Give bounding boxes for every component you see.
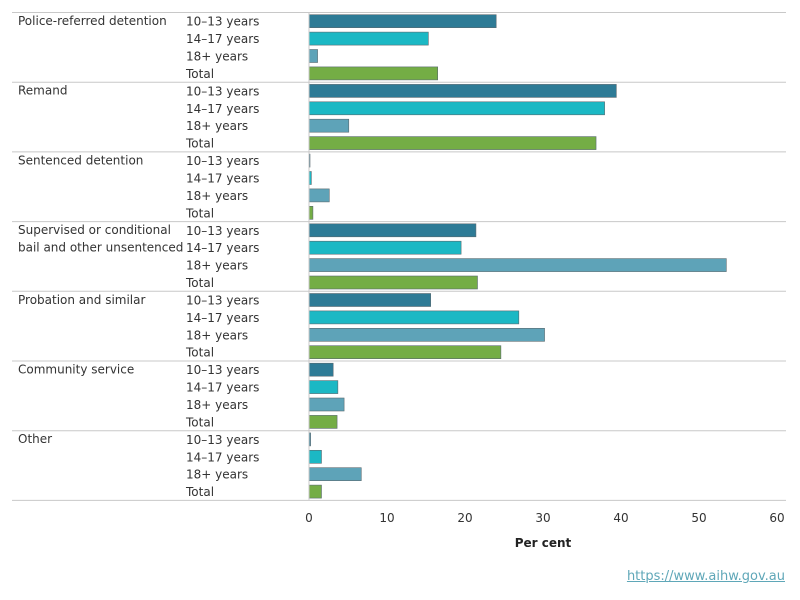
group-label: Supervised or conditional — [18, 223, 171, 237]
category-label: 14–17 years — [186, 311, 259, 325]
category-label: 18+ years — [186, 259, 248, 273]
category-label: 14–17 years — [186, 241, 259, 255]
x-tick-label: 10 — [379, 511, 394, 525]
bar — [308, 275, 478, 290]
category-label: 14–17 years — [186, 102, 259, 116]
bar — [308, 188, 330, 203]
category-label: Total — [185, 346, 214, 360]
category-label: 14–17 years — [186, 381, 259, 395]
category-label: 14–17 years — [186, 450, 259, 464]
x-tick-label: 50 — [691, 511, 706, 525]
category-label: 10–13 years — [186, 154, 259, 168]
bar — [308, 136, 597, 150]
bar — [308, 240, 462, 255]
bar — [308, 101, 605, 116]
bar — [308, 258, 727, 272]
category-label: Total — [185, 137, 214, 151]
category-label: 10–13 years — [186, 433, 259, 447]
category-label: 18+ years — [186, 468, 248, 482]
bar — [308, 380, 339, 394]
group-label: Police-referred detention — [18, 14, 167, 28]
category-label: 14–17 years — [186, 172, 259, 186]
group-label: Community service — [18, 363, 134, 377]
bar — [308, 31, 429, 46]
group-label: Remand — [18, 84, 67, 98]
category-label: 18+ years — [186, 50, 248, 64]
bar — [308, 49, 318, 63]
group-label: Other — [18, 432, 52, 446]
source-link[interactable]: https://www.aihw.gov.au — [626, 569, 785, 584]
bar — [308, 118, 350, 133]
bar — [308, 66, 438, 81]
x-tick-label: 60 — [769, 511, 784, 525]
x-tick-label: 20 — [457, 511, 472, 525]
bar — [308, 449, 322, 464]
category-label: Total — [185, 276, 214, 290]
category-label: Total — [185, 206, 214, 220]
bar — [308, 415, 338, 429]
bar — [308, 293, 431, 307]
bar — [308, 14, 497, 28]
bar — [308, 223, 477, 238]
bar — [308, 484, 322, 499]
category-label: 18+ years — [186, 119, 248, 133]
category-label: Total — [185, 485, 214, 499]
category-label: 10–13 years — [186, 84, 259, 98]
group-label: Probation and similar — [18, 293, 145, 307]
group-label: bail and other unsentenced — [18, 241, 183, 255]
category-label: 18+ years — [186, 189, 248, 203]
category-label: 10–13 years — [186, 363, 259, 377]
x-tick-label: 0 — [305, 511, 313, 525]
category-label: 10–13 years — [186, 15, 259, 29]
bar — [308, 397, 345, 412]
bar — [308, 362, 334, 377]
x-tick-label: 40 — [613, 511, 628, 525]
bar — [308, 206, 314, 220]
category-label: 18+ years — [186, 398, 248, 412]
category-label: Total — [185, 415, 214, 429]
bar — [308, 467, 362, 482]
bar — [308, 345, 502, 360]
bar — [308, 327, 545, 342]
category-label: 10–13 years — [186, 294, 259, 308]
bar — [308, 84, 617, 98]
x-axis-title: Per cent — [515, 536, 572, 550]
category-label: 10–13 years — [186, 224, 259, 238]
category-label: 18+ years — [186, 328, 248, 342]
bar — [308, 310, 520, 325]
category-label: 14–17 years — [186, 32, 259, 46]
x-tick-label: 30 — [535, 511, 550, 525]
group-label: Sentenced detention — [18, 153, 143, 167]
category-label: Total — [185, 67, 214, 81]
